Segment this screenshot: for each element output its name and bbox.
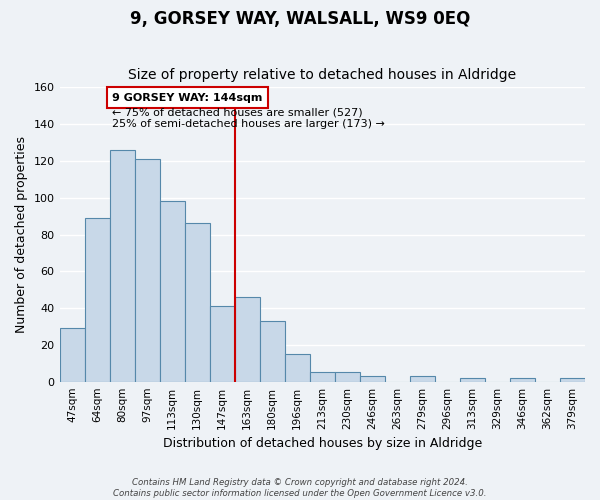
Text: ← 75% of detached houses are smaller (527)
25% of semi-detached houses are large: ← 75% of detached houses are smaller (52… xyxy=(112,108,385,129)
Bar xyxy=(134,159,160,382)
Bar xyxy=(410,376,435,382)
Bar xyxy=(59,328,85,382)
Bar xyxy=(110,150,134,382)
Bar xyxy=(560,378,585,382)
Bar xyxy=(235,297,260,382)
X-axis label: Distribution of detached houses by size in Aldridge: Distribution of detached houses by size … xyxy=(163,437,482,450)
Y-axis label: Number of detached properties: Number of detached properties xyxy=(15,136,28,333)
Bar xyxy=(209,306,235,382)
Bar xyxy=(260,321,285,382)
Title: Size of property relative to detached houses in Aldridge: Size of property relative to detached ho… xyxy=(128,68,517,82)
Bar xyxy=(460,378,485,382)
Bar xyxy=(510,378,535,382)
Bar xyxy=(360,376,385,382)
Bar xyxy=(185,224,209,382)
Text: Contains HM Land Registry data © Crown copyright and database right 2024.
Contai: Contains HM Land Registry data © Crown c… xyxy=(113,478,487,498)
Bar xyxy=(160,202,185,382)
Bar xyxy=(310,372,335,382)
Bar xyxy=(285,354,310,382)
Bar xyxy=(85,218,110,382)
Text: 9 GORSEY WAY: 144sqm: 9 GORSEY WAY: 144sqm xyxy=(112,93,262,103)
Bar xyxy=(335,372,360,382)
Text: 9, GORSEY WAY, WALSALL, WS9 0EQ: 9, GORSEY WAY, WALSALL, WS9 0EQ xyxy=(130,10,470,28)
